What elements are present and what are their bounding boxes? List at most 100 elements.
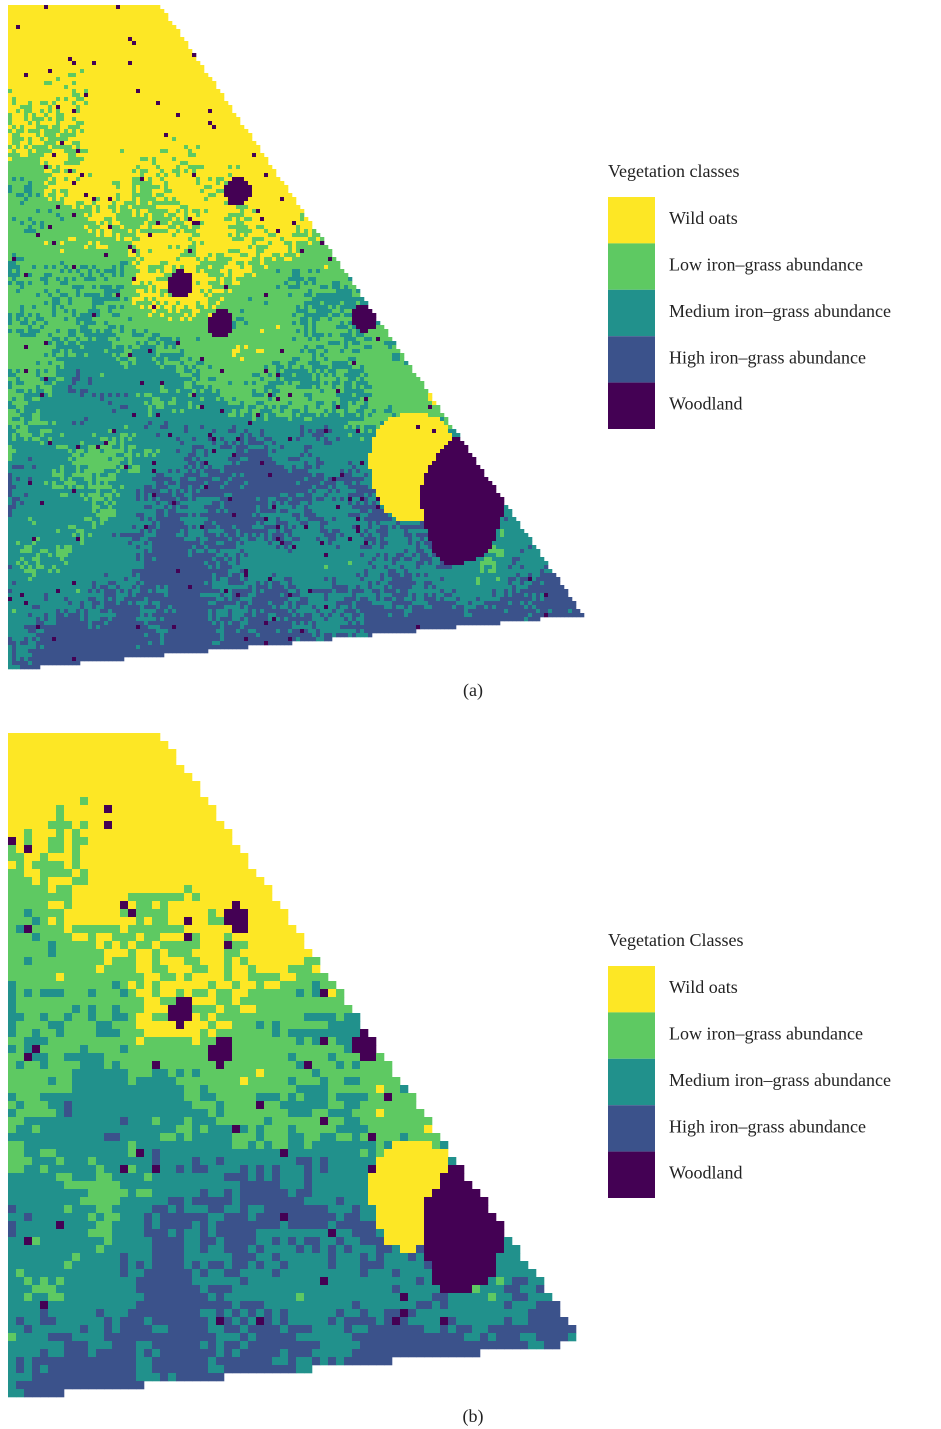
raster-cell bbox=[56, 229, 60, 233]
raster-cell bbox=[48, 157, 52, 161]
raster-cell bbox=[280, 253, 284, 257]
raster-cell bbox=[256, 221, 260, 225]
raster-cell bbox=[160, 125, 164, 129]
raster-cell bbox=[72, 253, 76, 257]
raster-cell bbox=[192, 177, 196, 181]
raster-cell bbox=[172, 209, 176, 213]
raster-cell bbox=[80, 77, 84, 81]
raster-cell bbox=[36, 113, 40, 117]
raster-cell bbox=[212, 221, 216, 225]
raster-cell bbox=[316, 257, 320, 261]
raster-cell bbox=[140, 45, 144, 49]
raster-cell bbox=[72, 25, 76, 29]
raster-cell bbox=[32, 57, 36, 61]
raster-cell bbox=[164, 73, 168, 77]
raster-cell bbox=[32, 281, 36, 285]
raster-cell bbox=[28, 129, 32, 133]
raster-cell bbox=[24, 61, 28, 65]
raster-cell bbox=[92, 69, 96, 73]
raster-cell bbox=[80, 161, 84, 165]
raster-cell bbox=[208, 197, 212, 201]
raster-cell bbox=[272, 265, 276, 269]
raster-cell bbox=[104, 289, 108, 293]
raster-cell bbox=[272, 293, 276, 297]
raster-cell bbox=[220, 277, 224, 281]
raster-cell bbox=[132, 233, 136, 237]
raster-cell bbox=[88, 217, 92, 221]
raster-cell bbox=[160, 133, 164, 137]
raster-cell bbox=[152, 125, 156, 129]
raster-cell bbox=[28, 169, 32, 173]
raster-cell bbox=[12, 33, 16, 37]
raster-cell bbox=[84, 145, 88, 149]
raster-cell bbox=[32, 69, 36, 73]
raster-cell bbox=[332, 273, 336, 277]
raster-cell bbox=[20, 69, 24, 73]
raster-cell bbox=[172, 61, 176, 65]
raster-cell bbox=[208, 225, 212, 229]
raster-cell bbox=[96, 97, 100, 101]
raster-cell bbox=[128, 49, 132, 53]
raster-cell bbox=[164, 261, 168, 265]
raster-cell bbox=[156, 193, 160, 197]
raster-cell bbox=[20, 105, 24, 109]
raster-cell bbox=[232, 229, 236, 233]
raster-cell bbox=[64, 205, 68, 209]
raster-cell bbox=[124, 53, 128, 57]
raster-cell bbox=[184, 117, 188, 121]
raster-cell bbox=[240, 301, 244, 305]
raster-cell bbox=[140, 185, 144, 189]
raster-cell bbox=[256, 261, 260, 265]
raster-cell bbox=[280, 273, 284, 277]
raster-cell bbox=[160, 121, 164, 125]
raster-cell bbox=[156, 241, 160, 245]
raster-cell bbox=[112, 153, 116, 157]
raster-cell bbox=[24, 257, 28, 261]
raster-cell bbox=[104, 305, 108, 309]
raster-cell bbox=[220, 269, 224, 273]
raster-cell bbox=[80, 233, 84, 237]
raster-cell bbox=[252, 305, 256, 309]
raster-cell bbox=[180, 225, 184, 229]
raster-cell bbox=[144, 189, 148, 193]
raster-cell bbox=[268, 261, 272, 265]
raster-cell bbox=[20, 161, 24, 165]
raster-cell bbox=[228, 117, 232, 121]
raster-cell bbox=[236, 293, 240, 297]
raster-cell bbox=[252, 161, 256, 165]
raster-cell bbox=[56, 285, 60, 289]
raster-cell bbox=[68, 257, 72, 261]
raster-cell bbox=[124, 21, 128, 25]
raster-cell bbox=[216, 181, 220, 185]
raster-cell bbox=[308, 225, 312, 229]
raster-cell bbox=[52, 105, 56, 109]
raster-cell bbox=[252, 177, 256, 181]
raster-cell bbox=[164, 153, 168, 157]
raster-cell bbox=[44, 69, 48, 73]
raster-cell bbox=[24, 277, 28, 281]
raster-cell bbox=[124, 237, 128, 241]
raster-cell bbox=[36, 129, 40, 133]
raster-cell bbox=[168, 145, 172, 149]
raster-cell bbox=[48, 49, 52, 53]
raster-cell bbox=[164, 301, 168, 305]
raster-cell bbox=[28, 225, 32, 229]
raster-cell bbox=[56, 181, 60, 185]
raster-cell bbox=[112, 125, 116, 129]
raster-cell bbox=[136, 209, 140, 213]
raster-cell bbox=[44, 33, 48, 37]
raster-cell bbox=[348, 293, 352, 297]
raster-cell bbox=[52, 189, 56, 193]
raster-cell bbox=[276, 245, 280, 249]
raster-cell bbox=[40, 101, 44, 105]
raster-cell bbox=[112, 101, 116, 105]
raster-cell bbox=[308, 301, 312, 305]
raster-cell bbox=[124, 141, 128, 145]
raster-cell bbox=[8, 33, 12, 37]
raster-cell bbox=[336, 261, 340, 265]
raster-cell bbox=[184, 97, 188, 101]
raster-cell bbox=[216, 301, 220, 305]
raster-cell bbox=[80, 201, 84, 205]
raster-cell bbox=[12, 237, 16, 241]
raster-cell bbox=[160, 237, 164, 241]
